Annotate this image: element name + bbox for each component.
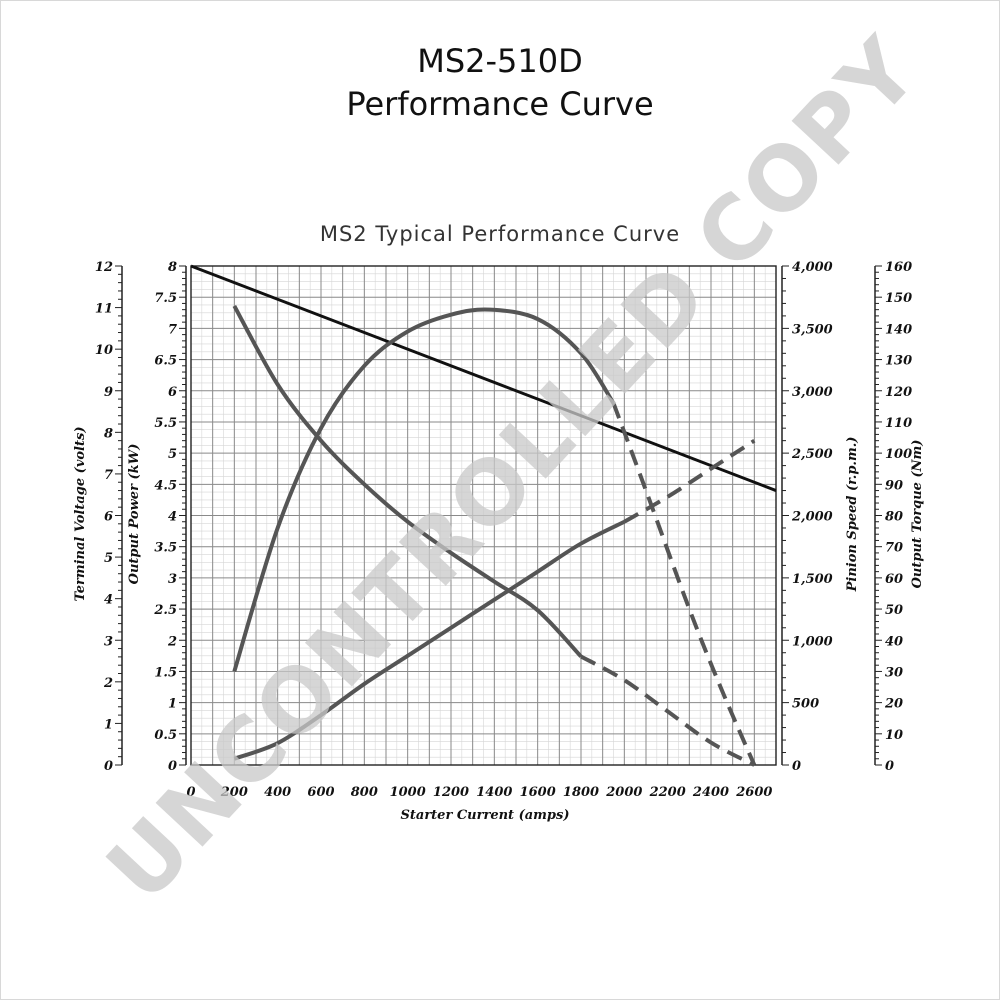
- output-power-axis-tick-label: 6.5: [154, 354, 177, 369]
- chart-axes: 0 200 400 600 800 1000 1200 1400 1600 1800 2000 220…: [95, 260, 912, 800]
- pinion-speed-axis-tick-label: 2,500: [791, 447, 833, 462]
- output-torque-axis-tick-label: 30: [885, 665, 903, 680]
- output-power-axis-tick-label: 1: [168, 697, 177, 712]
- x-tick-label: 200: [220, 785, 248, 800]
- output-power-axis-tick-label: 0.5: [154, 728, 177, 743]
- pinion-speed-axis-tick-label: 3,000: [792, 385, 833, 400]
- terminal-voltage-axis-tick-label: 1: [104, 717, 113, 732]
- terminal-voltage-axis-tick-label: 7: [104, 468, 113, 483]
- output-torque-axis-tick-label: 80: [885, 510, 903, 525]
- chart-grid: [190, 265, 777, 766]
- output-power-series-line-1: [232, 307, 616, 673]
- terminal-voltage-axis-tick-label: 10: [95, 343, 113, 358]
- x-tick-label: 2400: [692, 785, 729, 800]
- terminal-voltage-axis-tick-label: 11: [95, 302, 113, 317]
- terminal-voltage-axis-label: Terminal Voltage (volts): [73, 427, 88, 602]
- output-torque-axis-tick-label: 160: [885, 260, 912, 275]
- output-power-axis-tick-label: 0: [168, 759, 177, 774]
- output-power-axis-tick-label: 7.5: [154, 291, 177, 306]
- output-torque-axis-tick-label: 130: [885, 354, 912, 369]
- output-torque-axis-tick-label: 150: [885, 291, 912, 306]
- output-torque-axis-tick-label: 0: [885, 759, 894, 774]
- page-title: MS2-510D: [417, 42, 583, 80]
- output-torque-axis-tick-label: 50: [885, 603, 903, 618]
- pinion-speed-axis-tick-label: 1,500: [792, 572, 833, 587]
- pinion-speed-axis-tick-label: 4,000: [792, 260, 833, 275]
- x-tick-label: 1600: [520, 785, 556, 800]
- page-subtitle: Performance Curve: [346, 85, 654, 123]
- terminal-voltage-axis-tick-label: 4: [104, 593, 113, 608]
- output-power-axis-tick-label: 2.5: [153, 603, 177, 618]
- output-power-axis-label: Output Power (kW): [127, 444, 142, 585]
- output-torque-axis-tick-label: 100: [885, 447, 912, 462]
- pinion-speed-axis-tick-label: 3,500: [792, 322, 833, 337]
- output-torque-axis-tick-label: 20: [884, 697, 903, 712]
- output-torque-axis-tick-label: 70: [885, 541, 903, 556]
- terminal-voltage-axis-tick-label: 9: [104, 385, 113, 400]
- output-power-axis-tick-label: 2: [167, 634, 177, 649]
- x-tick-label: 600: [307, 785, 334, 800]
- output-power-axis-tick-label: 4: [168, 510, 177, 525]
- terminal-voltage-axis-tick-label: 2: [103, 676, 113, 691]
- terminal-voltage-axis-tick-label: 0: [104, 759, 113, 774]
- output-power-series-line-2: [611, 402, 757, 766]
- output-torque-series-line-5: [233, 519, 626, 761]
- pinion-speed-axis-label: Pinion Speed (r.p.m.): [845, 437, 860, 593]
- pinion-speed-series-line-3: [232, 304, 583, 658]
- x-tick-label: 0: [186, 785, 195, 800]
- x-tick-label: 1800: [563, 785, 599, 800]
- output-power-axis-tick-label: 4.5: [154, 478, 177, 493]
- watermark: UNCONTROLLED COPY: [87, 18, 939, 921]
- terminal-voltage-axis-tick-label: 6: [104, 510, 113, 525]
- output-torque-axis-label: Output Torque (Nm): [910, 440, 925, 589]
- x-tick-label: 2200: [649, 785, 686, 800]
- terminal-voltage-series-line-0: [190, 264, 777, 492]
- output-torque-axis-tick-label: 140: [885, 322, 912, 337]
- output-power-axis-tick-label: 5.5: [154, 416, 177, 431]
- output-power-axis-tick-label: 7: [168, 322, 177, 337]
- x-tick-label: 1000: [390, 785, 426, 800]
- x-tick-label: 2600: [735, 785, 772, 800]
- x-tick-label: 800: [351, 785, 378, 800]
- output-torque-axis-tick-label: 10: [885, 728, 903, 743]
- plot-border: [190, 265, 777, 766]
- output-power-axis-tick-label: 3: [168, 572, 177, 587]
- chart-title: MS2 Typical Performance Curve: [320, 222, 680, 246]
- output-torque-axis-tick-label: 40: [885, 634, 903, 649]
- output-power-axis-tick-label: 3.5: [154, 541, 177, 556]
- x-tick-label: 400: [264, 785, 291, 800]
- terminal-voltage-axis-tick-label: 8: [104, 426, 113, 441]
- output-power-axis-tick-label: 6: [168, 385, 177, 400]
- output-power-axis-tick-label: 8: [168, 260, 177, 275]
- pinion-speed-axis-tick-label: 2,000: [791, 510, 833, 525]
- pinion-speed-axis-tick-label: 500: [792, 697, 819, 712]
- output-torque-axis-tick-label: 110: [885, 416, 912, 431]
- output-torque-series-line-6: [623, 438, 756, 524]
- pinion-speed-series-line-4: [580, 654, 756, 767]
- x-tick-label: 1400: [476, 785, 512, 800]
- output-torque-axis-tick-label: 60: [885, 572, 903, 587]
- output-torque-axis-tick-label: 120: [885, 385, 912, 400]
- pinion-speed-axis-tick-label: 0: [792, 759, 801, 774]
- output-power-axis-tick-label: 1.5: [154, 665, 177, 680]
- x-tick-label: 2000: [605, 785, 642, 800]
- terminal-voltage-axis-tick-label: 5: [104, 551, 113, 566]
- pinion-speed-axis-tick-label: 1,000: [792, 634, 833, 649]
- chart-series: [190, 264, 777, 767]
- terminal-voltage-axis-tick-label: 3: [104, 634, 113, 649]
- output-torque-axis-tick-label: 90: [885, 478, 903, 493]
- x-axis-label: Starter Current (amps): [401, 808, 570, 823]
- terminal-voltage-axis-tick-label: 12: [95, 260, 113, 275]
- output-power-axis-tick-label: 5: [168, 447, 177, 462]
- x-tick-label: 1200: [433, 785, 469, 800]
